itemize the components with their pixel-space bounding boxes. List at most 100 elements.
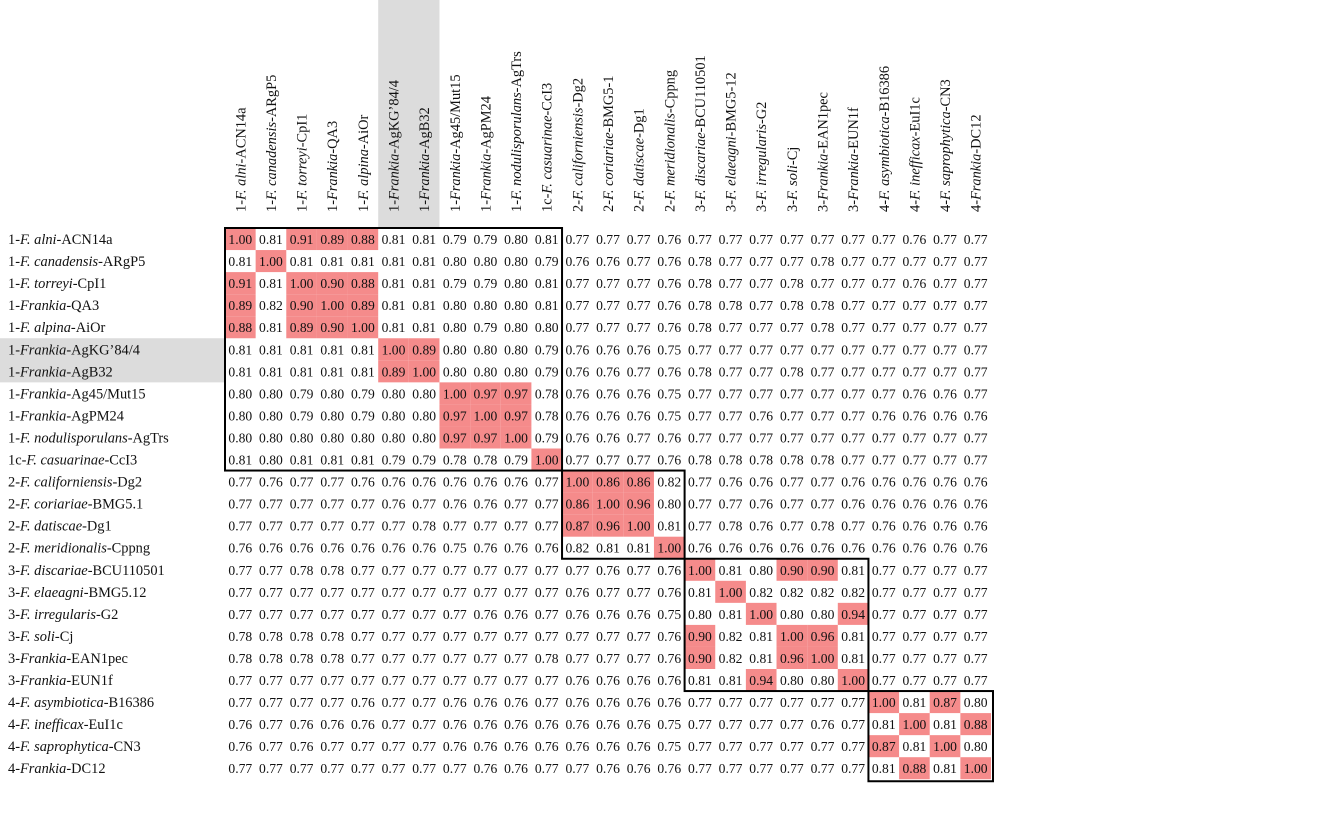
cell-value: 0.76: [565, 386, 589, 401]
cell-value: 0.80: [259, 386, 283, 401]
cell-value: 0.77: [933, 585, 957, 600]
cell-value: 0.79: [351, 386, 375, 401]
cell-value: 0.77: [688, 497, 712, 512]
cell-value: 0.87: [872, 739, 896, 754]
cell-value: 0.77: [780, 408, 804, 423]
cell-highlight: [623, 492, 654, 515]
cell-value: 0.80: [474, 298, 498, 313]
cell-value: 0.76: [627, 607, 651, 622]
cell-value: 0.79: [351, 408, 375, 423]
cell-value: 0.77: [719, 761, 743, 776]
cell-value: 0.78: [320, 651, 344, 666]
cell-value: 0.78: [228, 651, 252, 666]
cell-value: 0.76: [719, 475, 743, 490]
cell-value: 0.81: [933, 761, 957, 776]
cell-value: 1.00: [811, 651, 835, 666]
cell-value: 0.77: [749, 386, 773, 401]
cell-value: 0.77: [841, 453, 865, 468]
cell-highlight: [684, 558, 716, 581]
cell-value: 0.77: [841, 276, 865, 291]
cell-value: 0.81: [351, 342, 375, 357]
row-label: 3-F. irregularis-G2: [8, 607, 118, 623]
cell-value: 0.77: [382, 563, 406, 578]
cell-value: 0.82: [657, 475, 681, 490]
cell-value: 0.76: [933, 475, 957, 490]
cell-value: 0.77: [627, 232, 651, 247]
cell-value: 0.77: [596, 276, 620, 291]
cell-value: 0.77: [933, 629, 957, 644]
cell-value: 0.76: [627, 761, 651, 776]
cell-value: 0.80: [443, 254, 467, 269]
cell-value: 0.80: [320, 408, 344, 423]
cell-value: 0.76: [811, 717, 835, 732]
cell-value: 0.76: [872, 541, 896, 556]
cell-value: 0.77: [719, 364, 743, 379]
cell-value: 0.77: [719, 342, 743, 357]
cell-value: 0.76: [749, 541, 773, 556]
cell-highlight: [500, 382, 532, 405]
cell-value: 0.77: [474, 519, 498, 534]
row-label: 2-F. meridionalis-Cppng: [8, 541, 150, 557]
cell-value: 0.97: [474, 430, 498, 445]
column-label: 4-F. inefficax-EuI1c: [907, 97, 923, 212]
cell-value: 0.77: [382, 629, 406, 644]
cell-value: 0.80: [443, 364, 467, 379]
cell-value: 0.77: [964, 673, 988, 688]
cell-value: 0.77: [228, 695, 252, 710]
cell-value: 0.76: [872, 475, 896, 490]
cell-value: 0.77: [903, 629, 927, 644]
cell-value: 0.90: [780, 563, 804, 578]
cell-value: 1.00: [933, 739, 957, 754]
cell-value: 0.77: [903, 342, 927, 357]
cell-value: 0.77: [382, 739, 406, 754]
cell-value: 0.81: [933, 717, 957, 732]
cell-value: 0.77: [780, 497, 804, 512]
cell-value: 0.78: [811, 320, 835, 335]
cell-value: 0.77: [811, 386, 835, 401]
cell-value: 0.77: [535, 519, 559, 534]
cell-value: 0.77: [320, 585, 344, 600]
cell-value: 0.81: [290, 453, 314, 468]
cell-value: 0.77: [872, 629, 896, 644]
cell-value: 0.77: [749, 695, 773, 710]
cell-value: 0.77: [474, 651, 498, 666]
cell-value: 0.77: [688, 475, 712, 490]
cell-value: 0.77: [504, 563, 528, 578]
cell-value: 0.77: [504, 585, 528, 600]
cell-value: 0.78: [780, 298, 804, 313]
cell-value: 0.77: [903, 298, 927, 313]
cell-highlight: [807, 646, 838, 669]
cell-value: 0.97: [443, 430, 467, 445]
cell-value: 0.77: [382, 761, 406, 776]
cell-value: 0.77: [841, 254, 865, 269]
cell-value: 0.76: [933, 408, 957, 423]
cell-highlight: [837, 602, 869, 625]
column-label: 4-F. saprophytica-CN3: [938, 79, 954, 212]
cell-value: 0.76: [504, 717, 528, 732]
cell-value: 1.00: [596, 497, 620, 512]
cell-value: 0.81: [320, 254, 344, 269]
cell-value: 0.77: [504, 673, 528, 688]
cell-value: 0.77: [443, 563, 467, 578]
cell-value: 0.77: [780, 320, 804, 335]
cell-value: 0.77: [351, 497, 375, 512]
cell-highlight: [347, 316, 379, 339]
cell-value: 0.77: [565, 232, 589, 247]
cell-value: 0.80: [443, 342, 467, 357]
cell-value: 0.77: [811, 761, 835, 776]
cell-value: 0.89: [320, 232, 344, 247]
cell-value: 0.76: [596, 695, 620, 710]
cell-highlight: [439, 382, 471, 405]
cell-highlight: [286, 228, 317, 251]
cell-value: 0.79: [535, 430, 559, 445]
cell-highlight: [225, 272, 256, 295]
cell-value: 0.77: [290, 607, 314, 622]
cell-value: 0.77: [688, 386, 712, 401]
cell-highlight: [286, 272, 317, 295]
cell-value: 0.81: [872, 761, 896, 776]
cell-value: 0.77: [565, 453, 589, 468]
cell-highlight: [899, 713, 930, 736]
cell-value: 0.75: [657, 342, 681, 357]
cell-value: 0.81: [412, 276, 436, 291]
cell-value: 0.80: [811, 607, 835, 622]
